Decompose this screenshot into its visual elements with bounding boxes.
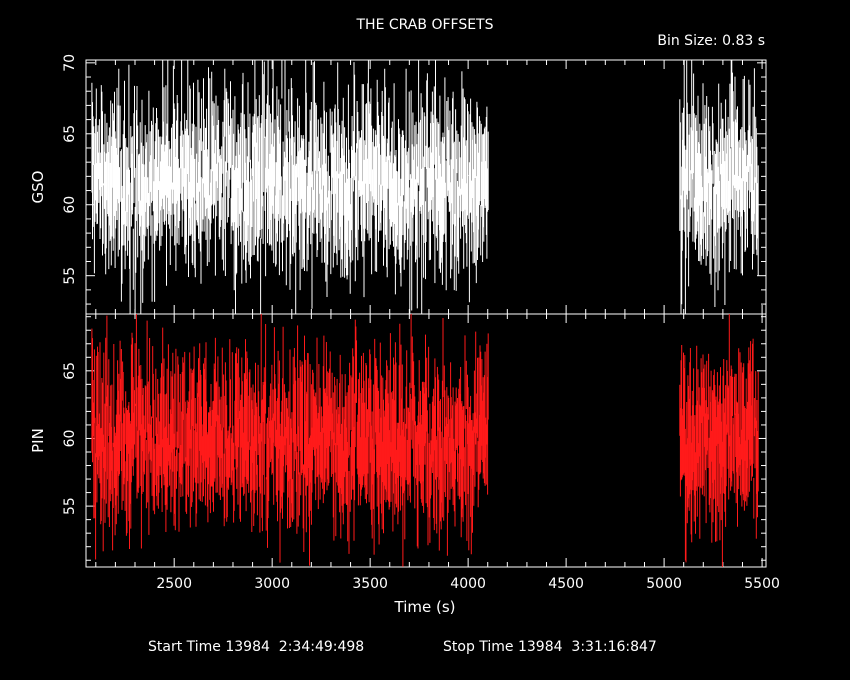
y-tick-label: 60 — [62, 430, 78, 448]
data-series-pin — [91, 314, 759, 567]
x-tick-label: 5500 — [744, 576, 780, 592]
panel-frame — [85, 313, 767, 568]
y-tick-label: 60 — [62, 196, 78, 214]
y-tick-label: 55 — [62, 267, 78, 285]
start-time-label: Start Time 13984 2:34:49:498 — [148, 639, 364, 655]
y-tick-label: 55 — [62, 497, 78, 515]
x-tick-label: 2500 — [156, 576, 192, 592]
panel-gso: 55 60 65 70 GSO — [29, 54, 767, 315]
y-tick-label: 65 — [62, 362, 78, 380]
chart-title: THE CRAB OFFSETS — [356, 17, 494, 33]
panel-pin: 55 60 65 PIN — [29, 313, 767, 568]
x-tick-label: 4500 — [548, 576, 584, 592]
x-tick-label: 3500 — [352, 576, 388, 592]
y-tick-label: 65 — [62, 125, 78, 143]
x-tick-label: 4000 — [450, 576, 486, 592]
data-series-gso — [91, 60, 759, 314]
x-tick-label: 3000 — [254, 576, 290, 592]
x-axis-label: Time (s) — [394, 598, 456, 616]
plot-panels: 55 60 65 70 GSO 55 60 65 PIN 2500 3000 3500 4000 4500… — [29, 54, 780, 592]
bin-size-label: Bin Size: 0.83 s — [657, 33, 765, 49]
stop-time-label: Stop Time 13984 3:31:16:847 — [443, 639, 657, 655]
y-axis-label: PIN — [29, 428, 47, 453]
x-tick-label: 5000 — [646, 576, 682, 592]
y-axis-label: GSO — [29, 171, 47, 204]
y-tick-label: 70 — [62, 54, 78, 72]
